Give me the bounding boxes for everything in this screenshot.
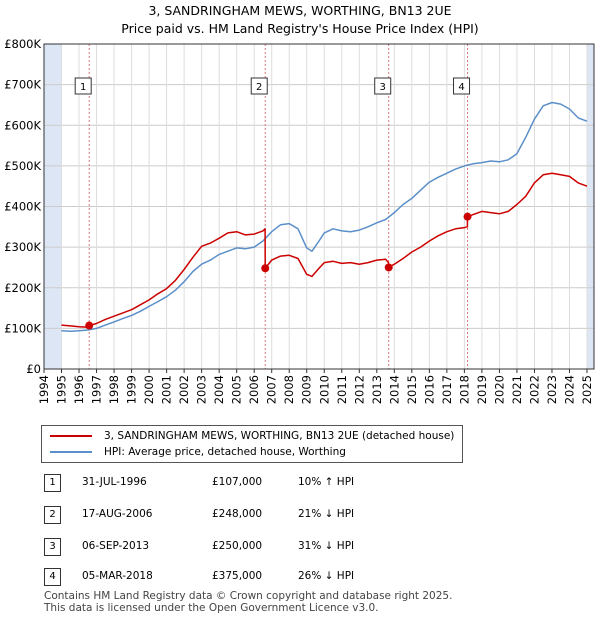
sale-point	[261, 264, 270, 273]
x-tick-label: 2006	[247, 375, 261, 404]
chart-title-line1: 3, SANDRINGHAM MEWS, WORTHING, BN13 2UE	[148, 3, 452, 18]
x-tick-label: 2008	[282, 375, 296, 404]
transaction-number: 2	[44, 506, 61, 524]
x-tick-label: 2000	[142, 375, 156, 404]
x-tick-label: 2017	[440, 375, 454, 404]
x-tick-label: 2013	[370, 375, 384, 404]
sale-label-box	[250, 77, 268, 95]
x-tick-label: 1996	[72, 375, 86, 404]
x-tick-label: 2014	[387, 375, 401, 404]
sale-label-box	[374, 77, 392, 95]
x-tick-label: 2016	[422, 375, 436, 404]
legend-swatch-blue	[50, 451, 92, 453]
sale-label: 4	[458, 82, 464, 93]
y-tick-label: £0	[26, 362, 41, 376]
sale-label: 3	[380, 82, 386, 93]
legend-label-hpi: HPI: Average price, detached house, Wort…	[104, 446, 346, 458]
y-tick-label: £800K	[4, 37, 41, 51]
x-tick-label: 2022	[527, 375, 541, 404]
x-tick-label: 2011	[335, 375, 349, 404]
transaction-date: 05-MAR-2018	[82, 570, 153, 582]
x-tick-label: 2023	[545, 375, 559, 404]
transaction-number: 3	[44, 538, 61, 556]
y-tick-label: £200K	[4, 281, 41, 295]
sale-label-box	[74, 77, 92, 95]
legend-swatch-red	[50, 435, 92, 437]
chart-title: 3, SANDRINGHAM MEWS, WORTHING, BN13 2UE …	[0, 2, 600, 38]
price-chart: £0 £100K £200K £300K £400K £500K £600K £700K £80…	[4, 37, 595, 404]
x-tick-label: 2019	[475, 375, 489, 404]
hpi-line	[61, 101, 588, 332]
x-tick-label: 2003	[195, 375, 209, 404]
transaction-date: 06-SEP-2013	[82, 540, 150, 552]
y-tick-label: £600K	[4, 118, 41, 132]
legend-item-property: 3, SANDRINGHAM MEWS, WORTHING, BN13 2UE …	[50, 428, 454, 444]
x-tick-label: 2007	[265, 375, 279, 404]
legend-label-property: 3, SANDRINGHAM MEWS, WORTHING, BN13 2UE …	[104, 430, 455, 442]
sale-point	[384, 263, 393, 272]
x-tick-label: 2001	[160, 375, 174, 404]
x-tick-label: 1997	[90, 375, 104, 404]
transaction-hpi: 26% ↓ HPI	[298, 570, 355, 582]
x-tick-label: 2009	[300, 375, 314, 404]
x-tick-label: 1995	[55, 375, 69, 404]
transaction-hpi: 10% ↑ HPI	[298, 476, 355, 488]
transaction-price: £250,000	[212, 540, 263, 552]
x-tick-label: 2015	[405, 375, 419, 404]
transaction-hpi: 21% ↓ HPI	[298, 508, 355, 520]
sale-label: 1	[80, 82, 86, 93]
x-tick-label: 1994	[37, 375, 51, 404]
x-tick-label: 2020	[492, 375, 506, 404]
transaction-hpi: 31% ↓ HPI	[298, 540, 355, 552]
x-tick-label: 2021	[510, 375, 524, 404]
y-tick-label: £500K	[4, 159, 41, 173]
legend-item-hpi: HPI: Average price, detached house, Wort…	[50, 444, 346, 460]
y-tick-label: £100K	[4, 321, 41, 335]
x-tick-label: 1998	[107, 375, 121, 404]
legend: 3, SANDRINGHAM MEWS, WORTHING, BN13 2UE …	[41, 425, 463, 463]
transaction-number: 1	[44, 474, 61, 492]
y-tick-label: £400K	[4, 200, 41, 214]
x-tick-label: 2025	[580, 375, 594, 404]
footer-line2: This data is licensed under the Open Gov…	[44, 602, 379, 614]
x-tick-label: 2024	[562, 375, 576, 404]
x-tick-label: 2004	[212, 375, 226, 404]
sale-point	[463, 212, 472, 221]
footer-line1: Contains HM Land Registry data © Crown c…	[44, 590, 453, 602]
x-tick-label: 1999	[125, 375, 139, 404]
plot-frame	[43, 43, 595, 370]
chart-title-line2: Price paid vs. HM Land Registry's House …	[121, 21, 479, 36]
transaction-price: £107,000	[212, 476, 263, 488]
y-tick-label: £300K	[4, 240, 41, 254]
transaction-number: 4	[44, 568, 61, 586]
x-tick-label: 2012	[352, 375, 366, 404]
property-price-line	[61, 172, 588, 328]
sale-label: 2	[256, 82, 262, 93]
transaction-date: 31-JUL-1996	[82, 476, 147, 488]
sale-label-box	[453, 77, 471, 95]
x-tick-label: 2005	[230, 375, 244, 404]
x-tick-label: 2002	[177, 375, 191, 404]
sale-point	[85, 321, 94, 330]
x-tick-label: 2010	[317, 375, 331, 404]
y-tick-label: £700K	[4, 78, 41, 92]
x-tick-label: 2018	[457, 375, 471, 404]
transaction-price: £375,000	[212, 570, 263, 582]
transaction-price: £248,000	[212, 508, 263, 520]
transaction-date: 17-AUG-2006	[82, 508, 153, 520]
footer: Contains HM Land Registry data © Crown c…	[44, 590, 452, 614]
